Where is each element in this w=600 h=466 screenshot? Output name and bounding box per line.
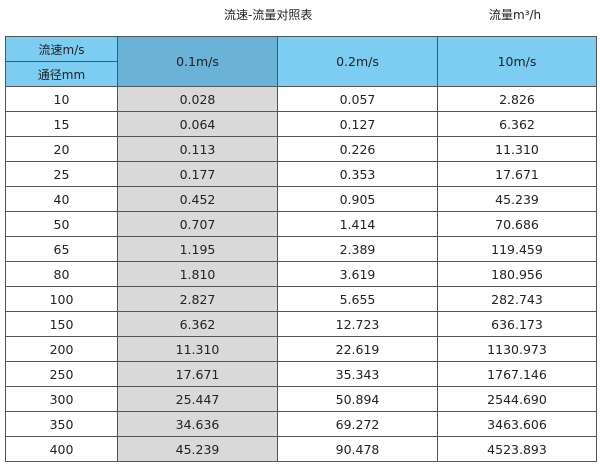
table-row: 250 17.671 35.343 1767.146 [5, 361, 597, 387]
flow-cell: 636.173 [437, 311, 597, 337]
table-row: 100 2.827 5.655 282.743 [5, 286, 597, 312]
flow-cell: 180.956 [437, 261, 597, 287]
diameter-header: 通径mm [5, 61, 118, 87]
diameter-cell: 300 [5, 386, 118, 412]
flow-cell: 50.894 [277, 386, 438, 412]
flow-cell: 6.362 [437, 111, 597, 137]
flow-cell: 69.272 [277, 411, 438, 437]
flow-cell: 70.686 [437, 211, 597, 237]
column-header-10: 10m/s [437, 36, 597, 87]
diameter-cell: 100 [5, 286, 118, 312]
header-row: 流速m/s 0.1m/s 0.2m/s 10m/s [5, 36, 597, 87]
flow-cell: 45.239 [117, 436, 278, 462]
flow-cell: 11.310 [117, 336, 278, 362]
flow-cell: 35.343 [277, 361, 438, 387]
flow-cell: 2.826 [437, 86, 597, 112]
diameter-cell: 40 [5, 186, 118, 212]
table-row: 25 0.177 0.353 17.671 [5, 161, 597, 187]
flow-cell: 1130.973 [437, 336, 597, 362]
flow-cell: 282.743 [437, 286, 597, 312]
flow-cell: 0.113 [117, 136, 278, 162]
diameter-cell: 250 [5, 361, 118, 387]
flow-cell: 2544.690 [437, 386, 597, 412]
diameter-cell: 350 [5, 411, 118, 437]
diameter-cell: 15 [5, 111, 118, 137]
flow-cell: 1.414 [277, 211, 438, 237]
diameter-cell: 20 [5, 136, 118, 162]
flow-cell: 0.127 [277, 111, 438, 137]
flow-cell: 3463.606 [437, 411, 597, 437]
flow-cell: 12.723 [277, 311, 438, 337]
diameter-cell: 25 [5, 161, 118, 187]
flow-cell: 0.452 [117, 186, 278, 212]
flow-cell: 3.619 [277, 261, 438, 287]
flow-cell: 90.478 [277, 436, 438, 462]
table-row: 400 45.239 90.478 4523.893 [5, 436, 597, 462]
flow-cell: 1767.146 [437, 361, 597, 387]
flow-unit-label: 流量m³/h [489, 8, 542, 22]
table-row: 15 0.064 0.127 6.362 [5, 111, 597, 137]
diameter-cell: 200 [5, 336, 118, 362]
flow-cell: 5.655 [277, 286, 438, 312]
flow-cell: 0.905 [277, 186, 438, 212]
table-row: 10 0.028 0.057 2.826 [5, 86, 597, 112]
flow-cell: 1.195 [117, 236, 278, 262]
diameter-cell: 80 [5, 261, 118, 287]
table-row: 150 6.362 12.723 636.173 [5, 311, 597, 337]
column-header-0-1: 0.1m/s [117, 36, 278, 87]
flow-cell: 34.636 [117, 411, 278, 437]
diameter-cell: 10 [5, 86, 118, 112]
diameter-cell: 65 [5, 236, 118, 262]
table-row: 300 25.447 50.894 2544.690 [5, 386, 597, 412]
diameter-cell: 400 [5, 436, 118, 462]
flow-cell: 6.362 [117, 311, 278, 337]
flow-cell: 0.057 [277, 86, 438, 112]
table-title: 流速-流量对照表 [224, 8, 313, 22]
flow-cell: 0.064 [117, 111, 278, 137]
flow-cell: 0.707 [117, 211, 278, 237]
flow-cell: 25.447 [117, 386, 278, 412]
table-row: 80 1.810 3.619 180.956 [5, 261, 597, 287]
flow-cell: 2.389 [277, 236, 438, 262]
diameter-cell: 50 [5, 211, 118, 237]
flow-cell: 0.353 [277, 161, 438, 187]
flow-cell: 4523.893 [437, 436, 597, 462]
flow-cell: 11.310 [437, 136, 597, 162]
flow-cell: 0.028 [117, 86, 278, 112]
flow-cell: 0.226 [277, 136, 438, 162]
speed-header: 流速m/s [5, 36, 118, 62]
table-row: 350 34.636 69.272 3463.606 [5, 411, 597, 437]
flow-cell: 119.459 [437, 236, 597, 262]
table-row: 40 0.452 0.905 45.239 [5, 186, 597, 212]
flow-cell: 17.671 [117, 361, 278, 387]
flow-cell: 1.810 [117, 261, 278, 287]
flow-cell: 45.239 [437, 186, 597, 212]
diameter-cell: 150 [5, 311, 118, 337]
flow-cell: 22.619 [277, 336, 438, 362]
column-header-0-2: 0.2m/s [277, 36, 438, 87]
flow-rate-table: 流速m/s 0.1m/s 0.2m/s 10m/s 通径mm 10 0.028 0.… [5, 36, 597, 462]
flow-cell: 2.827 [117, 286, 278, 312]
table-row: 50 0.707 1.414 70.686 [5, 211, 597, 237]
table-row: 20 0.113 0.226 11.310 [5, 136, 597, 162]
flow-cell: 0.177 [117, 161, 278, 187]
header-row-2: 通径mm [5, 61, 597, 87]
flow-cell: 17.671 [437, 161, 597, 187]
table-row: 200 11.310 22.619 1130.973 [5, 336, 597, 362]
table-row: 65 1.195 2.389 119.459 [5, 236, 597, 262]
